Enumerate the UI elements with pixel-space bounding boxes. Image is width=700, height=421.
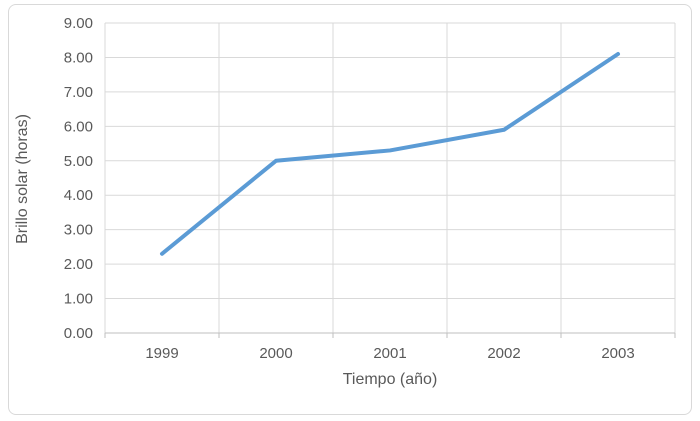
- x-tick-label: 2000: [259, 345, 292, 362]
- y-tick-label: 7.00: [64, 84, 93, 101]
- y-axis-title: Brillo solar (horas): [14, 114, 31, 244]
- series-line: [160, 52, 620, 256]
- x-tick-label: 2001: [373, 345, 406, 362]
- y-tick-label: 9.00: [64, 15, 93, 32]
- x-tick-label: 2002: [487, 345, 520, 362]
- y-tick-label: 3.00: [64, 222, 93, 239]
- y-tick-label: 2.00: [64, 256, 93, 273]
- y-tick-label: 4.00: [64, 187, 93, 204]
- y-tick-label: 6.00: [64, 118, 93, 135]
- chart-frame: [8, 4, 692, 415]
- y-tick-label: 5.00: [64, 153, 93, 170]
- x-tick-label: 2003: [601, 345, 634, 362]
- y-tick-label: 1.00: [64, 291, 93, 308]
- y-tick-label: 8.00: [64, 49, 93, 66]
- x-tick-label: 1999: [145, 345, 178, 362]
- x-axis-title: Tiempo (año): [342, 371, 438, 388]
- y-tick-label: 0.00: [64, 325, 93, 342]
